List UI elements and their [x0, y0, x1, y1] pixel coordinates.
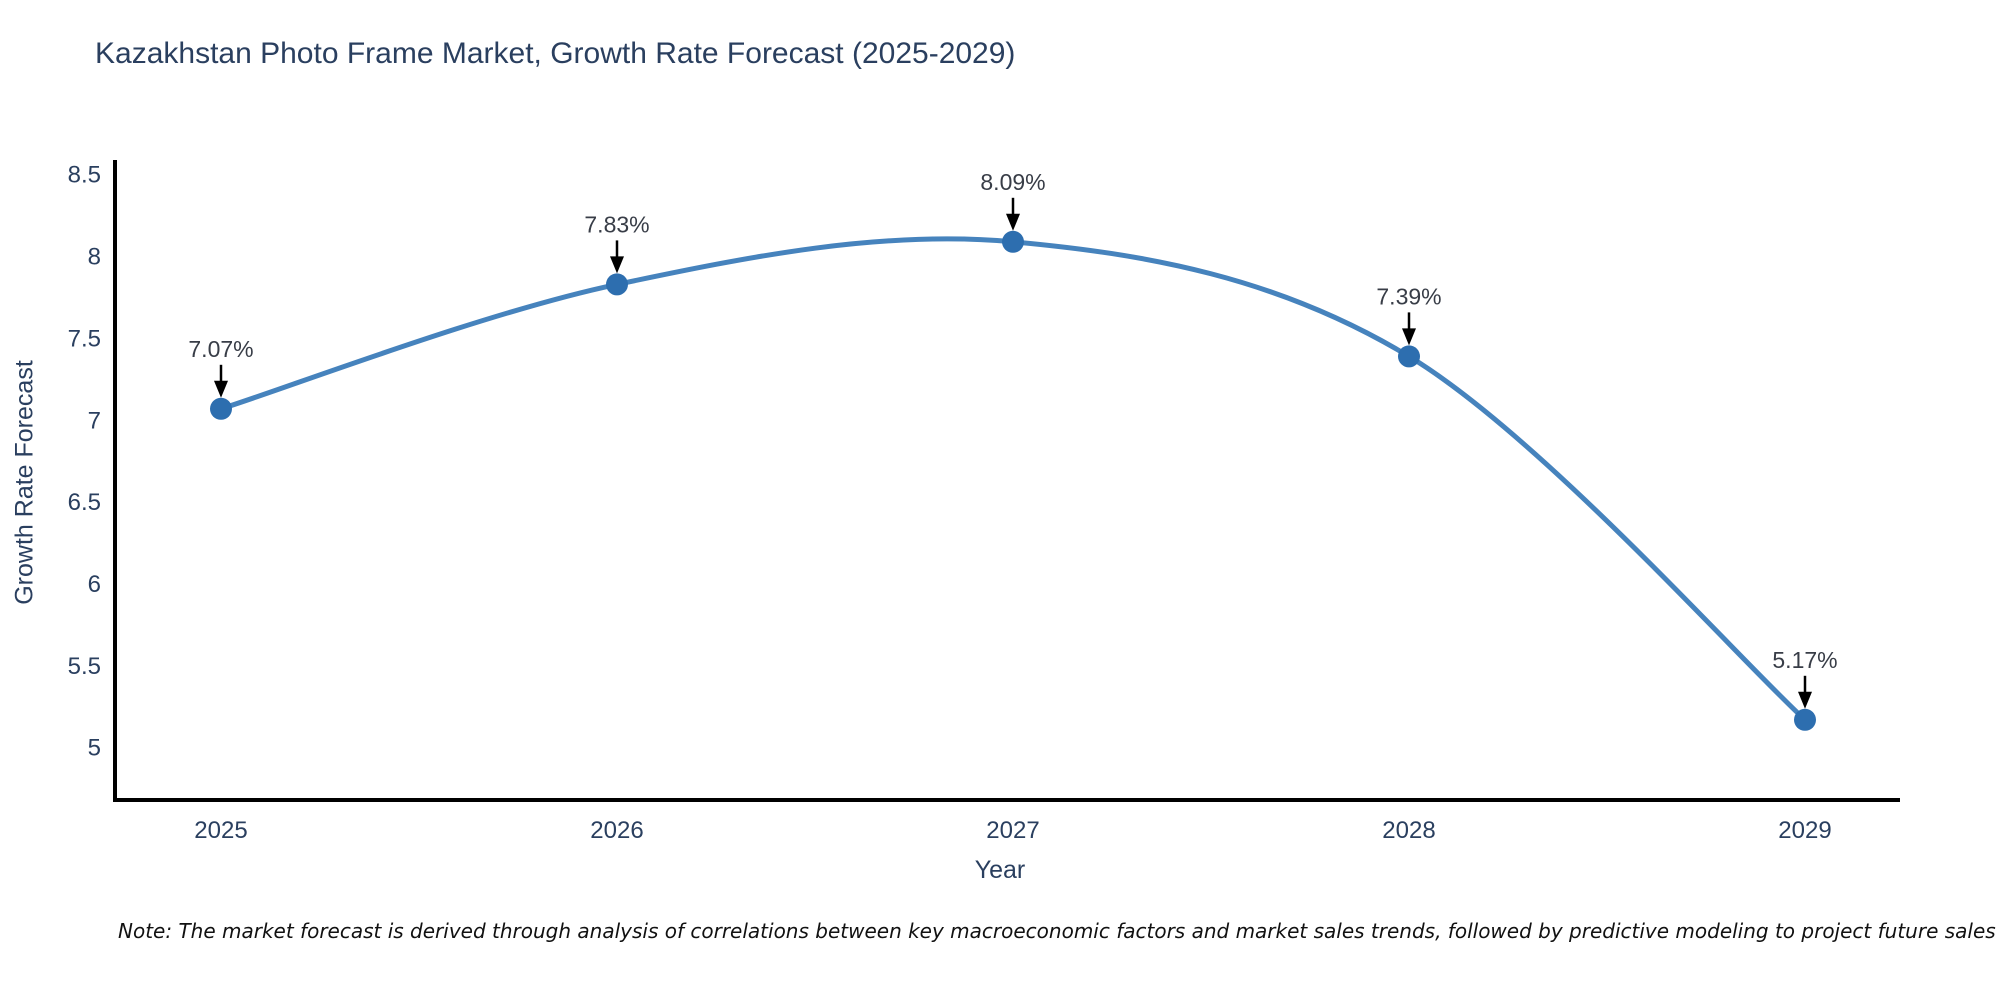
y-tick-6.5: 6.5	[68, 489, 101, 516]
annotation-label-2029: 5.17%	[1772, 647, 1837, 673]
footnote: Note: The market forecast is derived thr…	[118, 919, 1996, 943]
annotation-label-2026: 7.83%	[584, 211, 649, 237]
y-tick-7: 7	[88, 407, 101, 434]
data-point-2028	[1398, 345, 1420, 368]
axes	[113, 160, 1900, 802]
y-tick-5.5: 5.5	[68, 653, 101, 680]
y-tick-6: 6	[88, 571, 101, 598]
y-tick-8: 8	[88, 244, 101, 271]
x-tick-2027: 2027	[986, 817, 1039, 844]
data-point-2027	[1002, 230, 1024, 253]
data-point-2025	[210, 397, 232, 420]
forecast-line	[218, 236, 1808, 723]
annotation-arrowhead-2028	[1402, 328, 1416, 346]
annotation-label-2025: 7.07%	[188, 336, 253, 362]
annotation-arrowhead-2026	[610, 256, 624, 274]
chart-title: Kazakhstan Photo Frame Market, Growth Ra…	[95, 37, 1016, 70]
annotation-label-2028: 7.39%	[1376, 283, 1441, 309]
x-tick-2026: 2026	[590, 817, 643, 844]
annotation-arrowhead-2027	[1006, 213, 1020, 231]
x-tick-2029: 2029	[1778, 817, 1831, 844]
x-axis-title: Year	[974, 856, 1026, 884]
x-tick-2025: 2025	[194, 817, 247, 844]
data-point-2029	[1794, 708, 1816, 731]
data-point-2026	[606, 273, 628, 296]
annotation-label-2027: 8.09%	[980, 169, 1045, 195]
y-tick-7.5: 7.5	[68, 325, 101, 352]
y-tick-5: 5	[88, 735, 101, 762]
annotation-arrowhead-2029	[1798, 691, 1812, 709]
annotation-arrowhead-2025	[214, 380, 228, 398]
y-axis-title: Growth Rate Forecast	[10, 360, 39, 605]
x-tick-2028: 2028	[1382, 817, 1435, 844]
y-tick-8.5: 8.5	[68, 162, 101, 189]
